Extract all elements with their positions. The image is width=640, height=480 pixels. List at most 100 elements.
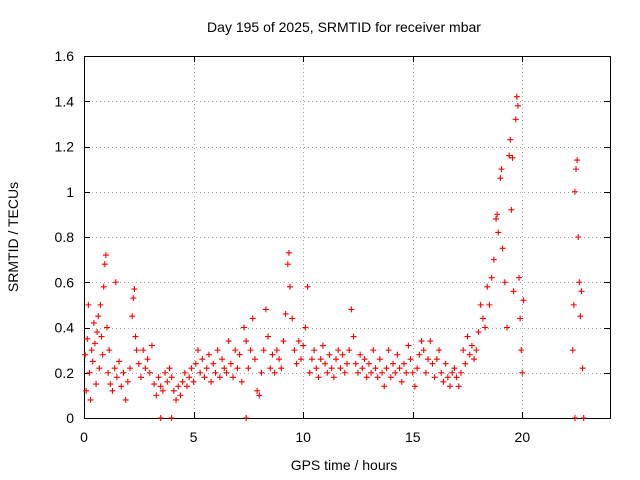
data-point [100, 283, 107, 290]
data-point [293, 360, 300, 367]
data-point [403, 369, 410, 376]
data-point [278, 365, 285, 372]
data-point [464, 333, 471, 340]
data-point [90, 319, 97, 326]
data-point [390, 360, 397, 367]
data-point [575, 234, 582, 240]
data-point [392, 369, 399, 376]
data-point [155, 374, 162, 381]
data-point [236, 351, 243, 358]
data-point [223, 369, 230, 376]
data-point [510, 288, 517, 295]
data-point [499, 245, 506, 252]
data-point [471, 356, 478, 363]
data-point [168, 415, 175, 421]
data-point [317, 356, 324, 363]
data-point [468, 342, 475, 349]
data-point [179, 378, 186, 385]
data-point [112, 279, 119, 286]
data-point [84, 335, 91, 342]
data-point [210, 360, 217, 367]
data-point [501, 279, 508, 286]
data-point [287, 283, 294, 290]
data-point [118, 383, 125, 390]
x-tick-label: 0 [80, 429, 88, 445]
data-point [436, 347, 443, 354]
data-point [86, 369, 93, 376]
data-point [576, 279, 583, 286]
data-point [422, 369, 429, 376]
data-point [475, 329, 482, 336]
data-point [577, 313, 584, 320]
data-point [175, 383, 182, 390]
data-point [251, 356, 258, 363]
data-point [197, 369, 204, 376]
data-point [194, 347, 201, 354]
data-point [153, 392, 160, 399]
data-point [232, 347, 239, 354]
data-point [352, 360, 359, 367]
data-point [335, 347, 342, 354]
data-point [359, 365, 366, 372]
data-point [518, 347, 525, 354]
data-point [184, 383, 191, 390]
data-point [579, 365, 586, 372]
x-tick-label: 10 [295, 429, 311, 445]
data-point [409, 369, 416, 376]
data-point [97, 301, 104, 308]
data-point [260, 347, 267, 354]
data-point [82, 351, 89, 358]
grid-lines [84, 56, 610, 418]
data-point [503, 324, 510, 331]
y-tick-label: 1 [66, 184, 74, 200]
data-point [111, 365, 118, 372]
data-point [205, 351, 212, 358]
data-point [578, 288, 585, 295]
data-point [357, 351, 364, 358]
data-point [254, 387, 261, 394]
data-point [431, 374, 438, 381]
data-point [348, 306, 355, 313]
data-point [132, 333, 139, 340]
data-point [418, 338, 425, 345]
data-point [350, 333, 357, 340]
data-point [137, 374, 144, 381]
data-point [498, 166, 505, 173]
data-point [341, 369, 348, 376]
data-point [94, 329, 101, 336]
data-point [91, 340, 98, 347]
data-point [282, 310, 289, 317]
y-tick-label: 0.6 [55, 274, 75, 290]
data-point [462, 360, 469, 367]
data-point [201, 374, 208, 381]
data-point [95, 313, 102, 320]
data-point [265, 333, 272, 340]
data-point [574, 157, 581, 164]
y-tick-label: 1.2 [55, 139, 75, 155]
data-point [324, 369, 331, 376]
data-point [101, 261, 108, 268]
data-point [449, 369, 456, 376]
data-point [490, 256, 497, 263]
data-point [212, 369, 219, 376]
data-point [85, 301, 92, 308]
data-point [372, 365, 379, 372]
data-point [394, 351, 401, 358]
data-point [109, 387, 116, 394]
data-point [385, 347, 392, 354]
axis-ticks [84, 56, 610, 419]
data-point [170, 387, 177, 394]
data-point [157, 383, 164, 390]
data-point [116, 358, 123, 365]
x-axis-label: GPS time / hours [291, 457, 398, 473]
x-tick-label: 15 [405, 429, 421, 445]
data-point [379, 369, 386, 376]
data-point [368, 369, 375, 376]
data-point [83, 387, 90, 394]
data-point [482, 324, 489, 331]
data-point [520, 297, 527, 304]
data-point [416, 351, 423, 358]
data-point [333, 356, 340, 363]
data-point [370, 347, 377, 354]
